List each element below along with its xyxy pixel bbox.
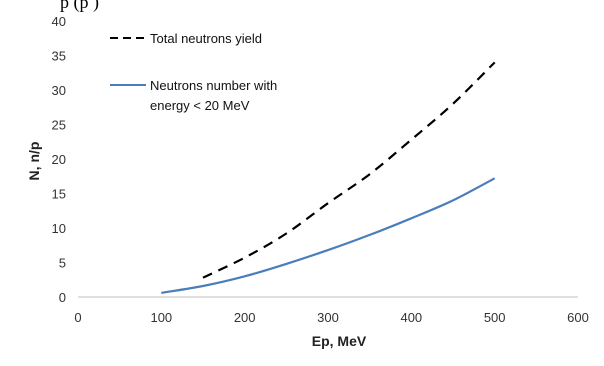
- x-axis-title: Ep, MeV: [312, 333, 367, 349]
- x-tick-label: 0: [74, 310, 81, 325]
- legend-label-low-energy-line2: energy < 20 MeV: [150, 98, 250, 113]
- x-axis-ticks: 0 100 200 300 400 500 600: [74, 310, 588, 325]
- y-tick-label: 25: [52, 118, 66, 133]
- y-tick-label: 0: [59, 290, 66, 305]
- y-axis-title: N, n/p: [26, 142, 42, 181]
- x-tick-label: 100: [150, 310, 172, 325]
- series-neutrons-below-20mev: [161, 177, 496, 294]
- x-tick-label: 500: [484, 310, 506, 325]
- legend-label-total: Total neutrons yield: [150, 31, 262, 46]
- y-axis-ticks: 0 5 10 15 20 25 30 35 40: [52, 14, 66, 305]
- x-tick-label: 400: [400, 310, 422, 325]
- x-tick-label: 600: [567, 310, 589, 325]
- y-tick-label: 10: [52, 221, 66, 236]
- series-total-neutrons-yield: [202, 61, 496, 279]
- x-tick-label: 300: [317, 310, 339, 325]
- y-tick-label: 15: [52, 187, 66, 202]
- y-tick-label: 40: [52, 14, 66, 29]
- y-tick-label: 20: [52, 152, 66, 167]
- y-tick-label: 35: [52, 49, 66, 64]
- cropped-caption-text: p (p ): [60, 0, 99, 13]
- x-tick-label: 200: [234, 310, 256, 325]
- series-layer: [161, 61, 496, 294]
- legend-label-low-energy-line1: Neutrons number with: [150, 78, 277, 93]
- y-tick-label: 5: [59, 256, 66, 271]
- legend: Total neutrons yield Neutrons number wit…: [110, 31, 277, 113]
- y-tick-label: 30: [52, 83, 66, 98]
